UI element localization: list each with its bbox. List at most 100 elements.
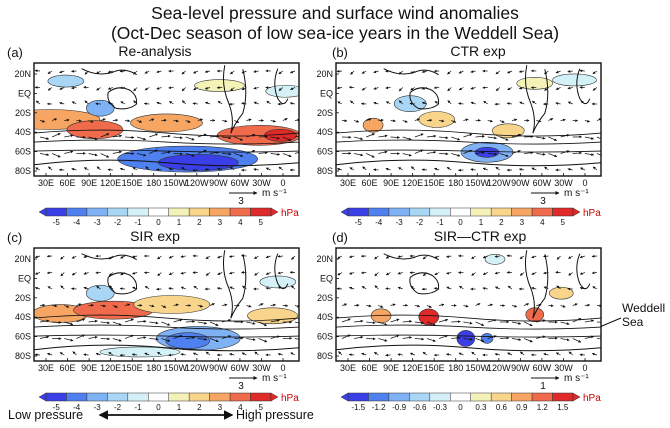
wind-vector bbox=[294, 151, 299, 154]
pressure-contour bbox=[34, 324, 299, 330]
wind-vector bbox=[434, 101, 440, 105]
panel-a-title: Re-analysis bbox=[118, 43, 192, 59]
wind-vector bbox=[47, 286, 53, 290]
wind-vector bbox=[96, 286, 101, 290]
wind-vector bbox=[217, 167, 223, 171]
wind-vector bbox=[39, 153, 50, 157]
longitude-label: 60W bbox=[533, 363, 552, 373]
wind-vector bbox=[278, 87, 284, 91]
map-panel-d: 20N EQ 20S 40S 60S 80S 30E 60E 90E 120E 150E 180 150… bbox=[316, 247, 602, 412]
wind-vector bbox=[241, 352, 247, 356]
longitude-label: 90E bbox=[383, 363, 399, 373]
latitude-label: 60S bbox=[317, 147, 333, 157]
wind-vector bbox=[185, 153, 195, 157]
longitude-label: 90W bbox=[209, 178, 228, 188]
wind-vector bbox=[157, 272, 162, 276]
colorbar-tick-label: -0.6 bbox=[413, 403, 427, 412]
wind-vector bbox=[204, 70, 211, 73]
wind-vector bbox=[434, 167, 440, 171]
colorbar-tick-label: 0.6 bbox=[496, 403, 508, 412]
wind-vector bbox=[193, 87, 199, 91]
wind-vector bbox=[336, 69, 343, 73]
colorbar-tick-label: 0 bbox=[458, 403, 463, 412]
wind-vector bbox=[290, 285, 296, 290]
wind-vector bbox=[499, 153, 509, 157]
wind-vector bbox=[354, 136, 364, 141]
wind-vector bbox=[414, 118, 420, 122]
pressure-contour bbox=[336, 129, 601, 137]
wind-vector bbox=[137, 153, 147, 157]
wind-vector bbox=[463, 133, 473, 138]
wind-vector bbox=[253, 101, 259, 105]
wind-vector bbox=[548, 153, 558, 158]
wind-vector bbox=[60, 255, 65, 260]
longitude-label: 60W bbox=[231, 178, 250, 188]
wind-vector bbox=[83, 286, 89, 290]
wind-vector bbox=[246, 338, 256, 341]
wind-vector bbox=[471, 351, 476, 356]
longitude-label: 30W bbox=[252, 363, 271, 373]
colorbar-segment bbox=[168, 207, 190, 217]
wind-vector bbox=[378, 118, 384, 122]
reference-vector-unit: m s⁻¹ bbox=[262, 373, 287, 384]
wind-vector bbox=[209, 338, 219, 343]
wind-vector bbox=[180, 353, 186, 356]
wind-vector bbox=[511, 304, 518, 308]
wind-vector bbox=[531, 287, 537, 290]
colorbar-segment bbox=[511, 207, 533, 217]
colorbar-segment bbox=[250, 392, 272, 402]
wind-vector bbox=[572, 303, 578, 306]
longitude-label: 120E bbox=[100, 363, 121, 373]
wind-vector bbox=[161, 150, 171, 154]
longitude-label: 0 bbox=[280, 363, 285, 373]
wind-vector bbox=[337, 101, 343, 105]
wind-vector bbox=[458, 70, 464, 74]
wind-vector bbox=[100, 153, 110, 158]
anomaly-region bbox=[133, 295, 211, 314]
panel-b-label: (b) bbox=[332, 45, 348, 60]
colorbar-tick-label: -2 bbox=[114, 218, 122, 227]
latitude-label: 20S bbox=[317, 108, 333, 118]
weddell-annotation-line2: Sea bbox=[622, 315, 644, 329]
wind-vector bbox=[426, 338, 436, 342]
anomaly-region bbox=[85, 284, 115, 302]
wind-vector bbox=[185, 120, 191, 123]
wind-vector bbox=[523, 321, 533, 327]
wind-vector bbox=[88, 136, 98, 141]
wind-vector bbox=[475, 338, 485, 343]
wind-vector bbox=[71, 167, 77, 171]
longitude-label: 0 bbox=[582, 363, 587, 373]
wind-vector bbox=[39, 319, 50, 323]
longitude-label: 30E bbox=[340, 178, 356, 188]
wind-vector bbox=[253, 168, 259, 171]
wind-vector bbox=[216, 287, 223, 290]
wind-vector bbox=[112, 118, 119, 122]
wind-vector bbox=[519, 272, 525, 276]
longitude-label: 60W bbox=[231, 363, 250, 373]
colorbar-right-extension bbox=[270, 207, 279, 217]
colorbar-tick-label: 1.2 bbox=[537, 403, 549, 412]
longitude-label: 180 bbox=[448, 363, 463, 373]
panel-d-title: SIR—CTR exp bbox=[433, 228, 527, 244]
colorbar-segment bbox=[511, 392, 533, 402]
wind-vector bbox=[137, 336, 147, 339]
wind-vector bbox=[385, 287, 391, 291]
latitude-label: 80S bbox=[317, 166, 333, 176]
wind-vector bbox=[390, 303, 396, 307]
wind-vector bbox=[266, 100, 271, 105]
wind-vector bbox=[282, 118, 288, 121]
wind-vector bbox=[59, 101, 65, 105]
wind-vector bbox=[596, 153, 601, 156]
colorbar-tick-label: 4 bbox=[238, 218, 243, 227]
wind-vector bbox=[348, 255, 355, 259]
wind-vector bbox=[341, 303, 348, 307]
wind-vector bbox=[433, 287, 440, 290]
wind-vector bbox=[519, 351, 525, 356]
wind-vector bbox=[229, 271, 235, 275]
wind-vector bbox=[64, 118, 70, 122]
colorbar-left-extension bbox=[38, 392, 47, 402]
wind-vector bbox=[46, 271, 53, 275]
wind-vector bbox=[446, 166, 452, 171]
wind-vector bbox=[463, 304, 469, 308]
wind-vector bbox=[149, 133, 159, 138]
